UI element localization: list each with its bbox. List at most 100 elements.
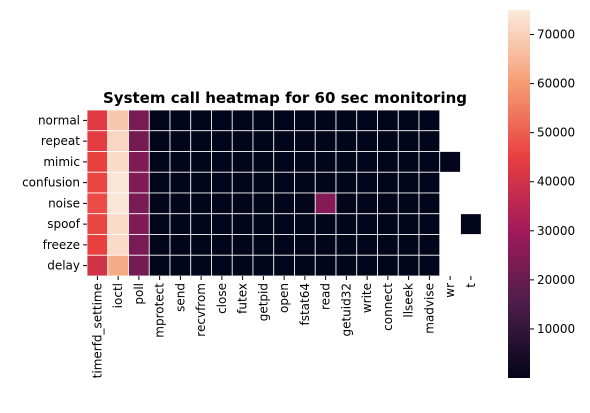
heatmap-cell-spoof-futex: [231, 213, 254, 235]
heatmap-cell-confusion-futex: [231, 171, 254, 194]
heatmap-cell-mimic-getpid: [252, 151, 275, 173]
heatmap-cell-mimic-recvfrom: [190, 151, 212, 173]
row-label: confusion: [22, 176, 80, 190]
column-label: timerfd_settime: [90, 283, 104, 378]
heatmap-cell-spoof-fstat64: [294, 213, 316, 235]
heatmap-cell-delay-read: [314, 254, 337, 277]
heatmap-cell-spoof-getuid32: [335, 213, 358, 235]
colorbar-tick-label: 40000: [537, 175, 575, 189]
heatmap-cell-delay-ioctl: [107, 254, 129, 277]
colorbar-tick-label: 60000: [537, 77, 575, 91]
heatmap-cell-spoof-poll: [128, 213, 150, 235]
heatmap-cell-confusion-mprotect: [148, 171, 171, 194]
heatmap-cell-noise-getuid32: [335, 192, 358, 215]
heatmap-cell-noise-llseek: [397, 192, 420, 215]
heatmap-cell-delay-open: [273, 254, 295, 277]
heatmap-cell-confusion-read: [314, 171, 337, 194]
heatmap-cell-freeze-write: [356, 234, 378, 256]
column-label: connect: [381, 283, 395, 331]
heatmap-cell-spoof-ioctl: [107, 213, 129, 235]
colorbar-tick-label: 30000: [537, 224, 575, 238]
heatmap-cell-freeze-recvfrom: [190, 234, 212, 256]
row-labels: normal repeat mimic confusion noise spoof free…: [22, 113, 87, 273]
heatmap-cell-confusion-timerfd_settime: [86, 171, 109, 194]
colorbar-gradient: [508, 10, 530, 378]
heatmap-cell-mimic-futex: [231, 151, 254, 173]
heatmap-cell-repeat-mprotect: [148, 130, 171, 152]
heatmap-cell-freeze-open: [273, 234, 295, 256]
heatmap-cell-normal-getuid32: [335, 109, 358, 132]
heatmap-cell-confusion-connect: [377, 171, 399, 194]
heatmap-cell-normal-futex: [231, 109, 254, 132]
heatmap-cell-repeat-getuid32: [335, 130, 358, 152]
heatmap-cell-normal-open: [273, 109, 295, 132]
heatmap-cell-noise-mprotect: [148, 192, 171, 215]
column-label: read: [319, 283, 333, 310]
heatmap-cell-freeze-getpid: [252, 234, 275, 256]
column-label: ioctl: [111, 283, 125, 308]
heatmap-cell-mimic-ioctl: [107, 151, 129, 173]
heatmap-cell-confusion-getuid32: [335, 171, 358, 194]
heatmap-cell-repeat-send: [169, 130, 192, 152]
heatmap-cell-spoof-send: [169, 213, 192, 235]
row-label: delay: [47, 259, 80, 273]
heatmap-cell-spoof-llseek: [397, 213, 420, 235]
column-label: futex: [236, 283, 250, 314]
heatmap-cell-freeze-timerfd_settime: [86, 234, 109, 256]
heatmap-cell-delay-write: [356, 254, 378, 277]
column-label: recvfrom: [194, 283, 208, 337]
heatmap-cell-confusion-close: [211, 171, 233, 194]
heatmap-cell-normal-recvfrom: [190, 109, 212, 132]
colorbar-tick-label: 70000: [537, 28, 575, 42]
row-label: normal: [38, 113, 80, 127]
heatmap-cell-mimic-madvise: [418, 151, 441, 173]
heatmap-cell-freeze-futex: [231, 234, 254, 256]
heatmap-cell-repeat-llseek: [397, 130, 420, 152]
heatmap-cell-delay-fstat64: [294, 254, 316, 277]
heatmap-cell-normal-poll: [128, 109, 150, 132]
colorbar: 10000 20000 30000 40000 50000 60000 70000: [508, 10, 575, 378]
heatmap-cell-delay-poll: [128, 254, 150, 277]
heatmap-cell-delay-mprotect: [148, 254, 171, 277]
heatmap-cell-spoof-t: [460, 213, 482, 235]
heatmap-cell-freeze-madvise: [418, 234, 441, 256]
heatmap-cell-freeze-send: [169, 234, 192, 256]
heatmap-cell-confusion-madvise: [418, 171, 441, 194]
heatmap-cell-repeat-madvise: [418, 130, 441, 152]
heatmap-cell-noise-fstat64: [294, 192, 316, 215]
heatmap-cell-delay-futex: [231, 254, 254, 277]
heatmap-cell-delay-llseek: [397, 254, 420, 277]
heatmap-cell-mimic-llseek: [397, 151, 420, 173]
heatmap-cell-normal-read: [314, 109, 337, 132]
heatmap-cell-mimic-wr: [439, 151, 461, 173]
heatmap-cell-repeat-timerfd_settime: [86, 130, 109, 152]
heatmap-cell-mimic-poll: [128, 151, 150, 173]
heatmap-cell-repeat-poll: [128, 130, 150, 152]
heatmap-cell-spoof-madvise: [418, 213, 441, 235]
heatmap-cell-confusion-llseek: [397, 171, 420, 194]
heatmap-cell-normal-fstat64: [294, 109, 316, 132]
column-label: mprotect: [153, 283, 167, 338]
heatmap-cell-mimic-send: [169, 151, 192, 173]
heatmap-cell-confusion-poll: [128, 171, 150, 194]
heatmap-cell-freeze-llseek: [397, 234, 420, 256]
heatmap-cell-repeat-close: [211, 130, 233, 152]
heatmap-cell-spoof-recvfrom: [190, 213, 212, 235]
heatmap-cell-normal-ioctl: [107, 109, 129, 132]
colorbar-tick-label: 50000: [537, 126, 575, 140]
heatmap-cell-repeat-connect: [377, 130, 399, 152]
column-labels: timerfd_settime ioctl poll mprotect send recv…: [90, 276, 478, 378]
heatmap-cell-confusion-recvfrom: [190, 171, 212, 194]
heatmap-cell-freeze-poll: [128, 234, 150, 256]
heatmap-cell-mimic-write: [356, 151, 378, 173]
heatmap-cell-delay-send: [169, 254, 192, 277]
row-label: spoof: [47, 217, 81, 231]
row-label: repeat: [41, 134, 80, 148]
heatmap-cell-freeze-close: [211, 234, 233, 256]
heatmap-cell-normal-mprotect: [148, 109, 171, 132]
heatmap-cell-confusion-send: [169, 171, 192, 194]
heatmap-cell-confusion-write: [356, 171, 378, 194]
heatmap-cell-delay-madvise: [418, 254, 441, 277]
heatmap-cell-repeat-recvfrom: [190, 130, 212, 152]
